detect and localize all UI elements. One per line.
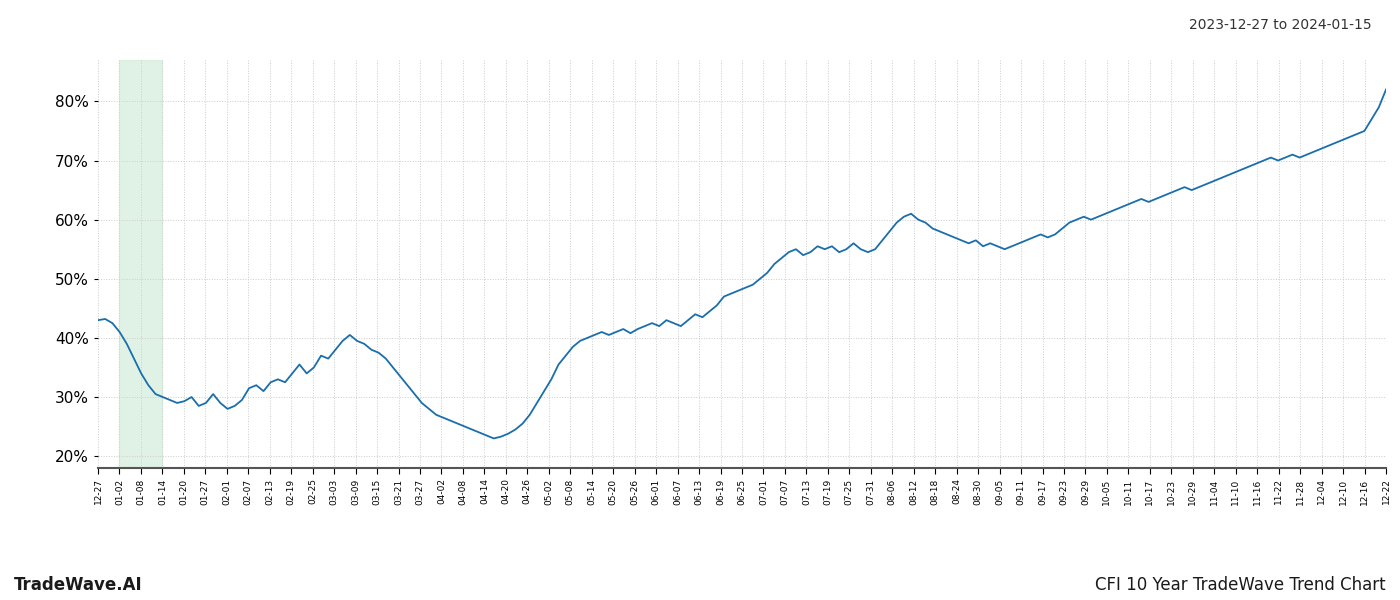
- Text: 2023-12-27 to 2024-01-15: 2023-12-27 to 2024-01-15: [1190, 18, 1372, 32]
- Text: TradeWave.AI: TradeWave.AI: [14, 576, 143, 594]
- Bar: [119, 60, 162, 468]
- Text: CFI 10 Year TradeWave Trend Chart: CFI 10 Year TradeWave Trend Chart: [1095, 576, 1386, 594]
